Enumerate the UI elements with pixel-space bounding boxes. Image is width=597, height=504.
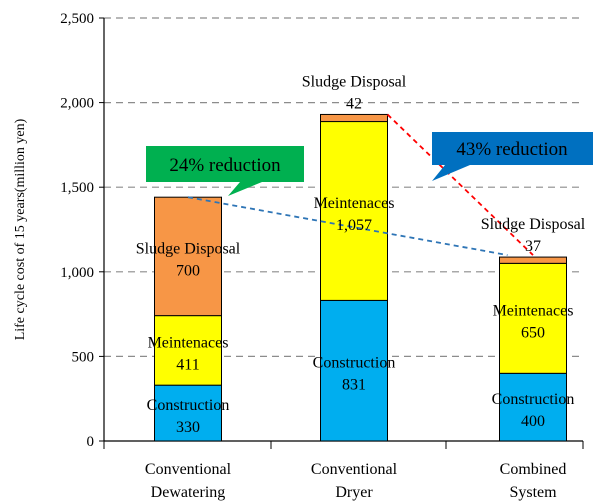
segment-value-label: 831 [342,377,366,394]
segment-name-label: Sludge Disposal [481,216,586,233]
category-label: System [509,484,557,501]
segment-value-label: 330 [176,419,200,436]
bar-segment-sludge-disposal [320,113,388,123]
callout-box [432,132,593,181]
segment-value-label: 650 [521,324,545,341]
category-label: Combined [500,461,567,478]
segment-value-label: 700 [176,262,200,279]
y-tick-labels: 0 500 1,000 1,500 2,000 2,500 [60,11,94,450]
segment-value-label: 411 [176,356,199,373]
segment-value-label: 37 [525,238,541,255]
segment-name-label: Construction [147,397,230,414]
callout-box [146,146,304,196]
segment-value-label: 400 [521,413,545,430]
bar-segment-meintenaces [320,121,388,301]
segment-name-label: Sludge Disposal [136,240,241,257]
category-labels: Conventional Dewatering Conventional Dryer C… [145,461,566,501]
reduction-lines [187,113,534,256]
category-label: Dryer [335,484,373,501]
category-label: Conventional [311,461,398,478]
y-tick-label: 2,500 [60,11,94,27]
y-axis-label: Life cycle cost of 15 years(million yen) [13,118,28,340]
category-label: Dewatering [151,484,226,501]
segment-name-label: Sludge Disposal [302,73,407,90]
callouts: 24% reduction 43% reduction [146,132,593,196]
callout-text: 24% reduction [169,155,281,176]
segment-name-label: Construction [313,355,396,372]
segment-name-label: Meintenaces [493,302,574,319]
bar-segment-meintenaces [499,262,567,374]
reduction-line [187,196,508,256]
segment-name-label: Meintenaces [314,195,395,212]
segment-value-label: 1,057 [336,217,372,234]
segment-value-label: 42 [346,95,362,112]
y-tick-label: 0 [87,434,95,450]
callout-text: 43% reduction [456,139,568,160]
y-tick-label: 1,500 [60,180,94,196]
segment-name-label: Meintenaces [148,334,229,351]
segment-name-label: Construction [492,391,575,408]
segment-labels: Construction 330 Meintenaces 411 Sludge Disp… [136,73,586,436]
bar-segment-sludge-disposal [499,256,567,264]
y-tick-label: 2,000 [60,96,94,112]
reduction-line [386,113,534,256]
y-tick-label: 500 [72,349,95,365]
bars [154,113,567,442]
category-label: Conventional [145,461,232,478]
y-tick-label: 1,000 [60,265,94,281]
